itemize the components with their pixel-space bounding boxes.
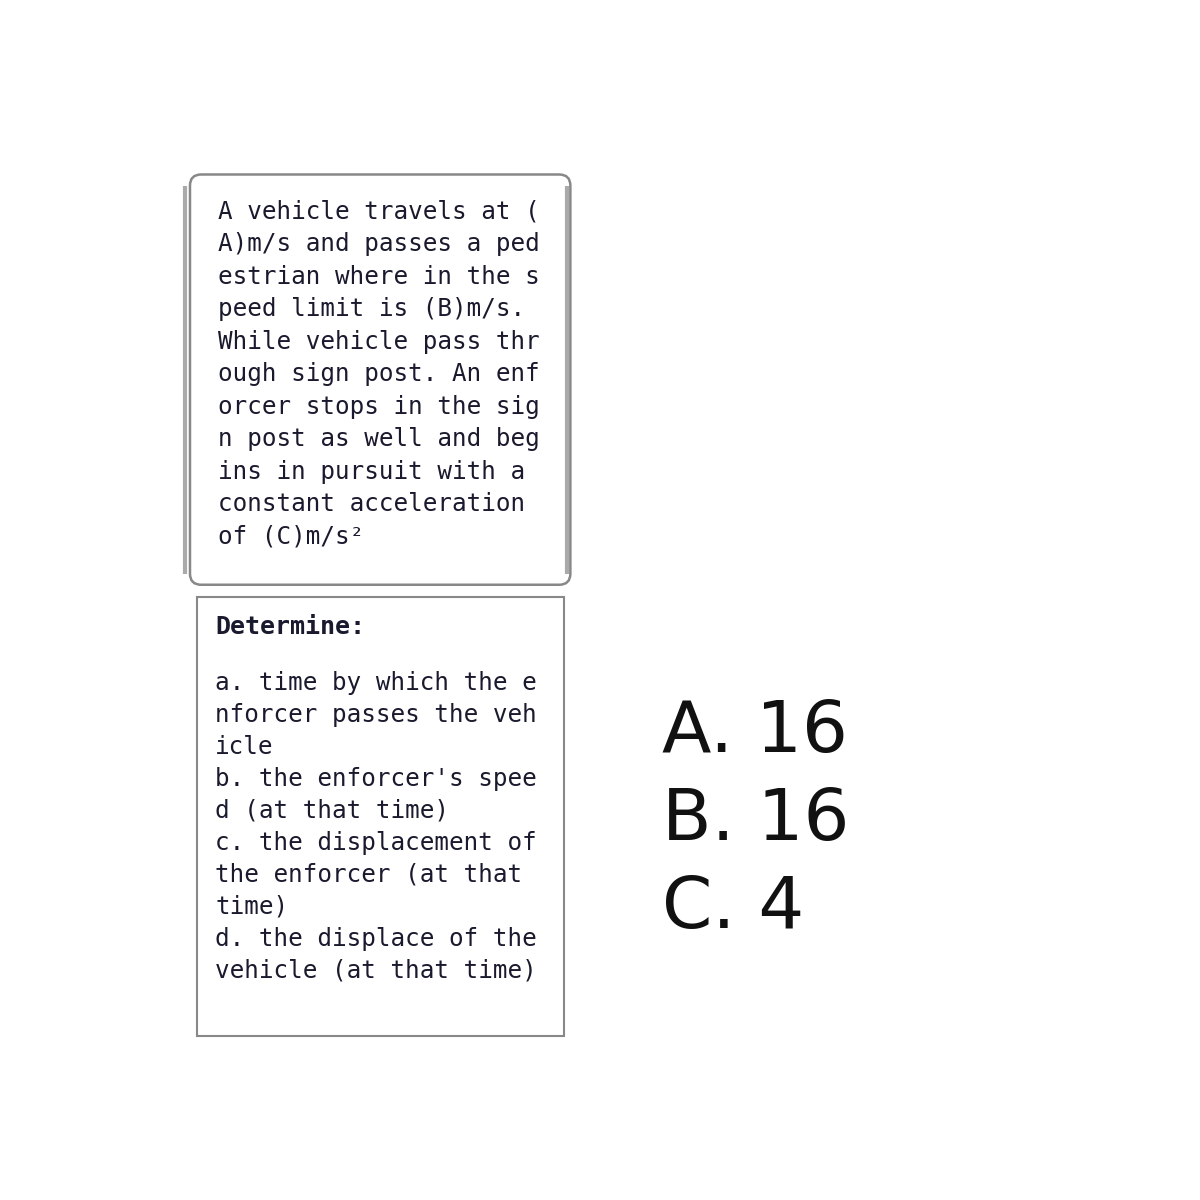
Text: B. 16: B. 16: [661, 786, 848, 856]
FancyBboxPatch shape: [190, 174, 570, 584]
Text: a. time by which the e
nforcer passes the veh
icle
b. the enforcer's spee
d (at : a. time by which the e nforcer passes th…: [215, 671, 536, 983]
Text: C. 4: C. 4: [661, 874, 804, 943]
FancyBboxPatch shape: [197, 596, 564, 1036]
Text: A. 16: A. 16: [661, 698, 847, 768]
Text: Determine:: Determine:: [215, 616, 365, 640]
Text: A vehicle travels at (
A)m/s and passes a ped
estrian where in the s
peed limit : A vehicle travels at ( A)m/s and passes …: [218, 199, 540, 548]
